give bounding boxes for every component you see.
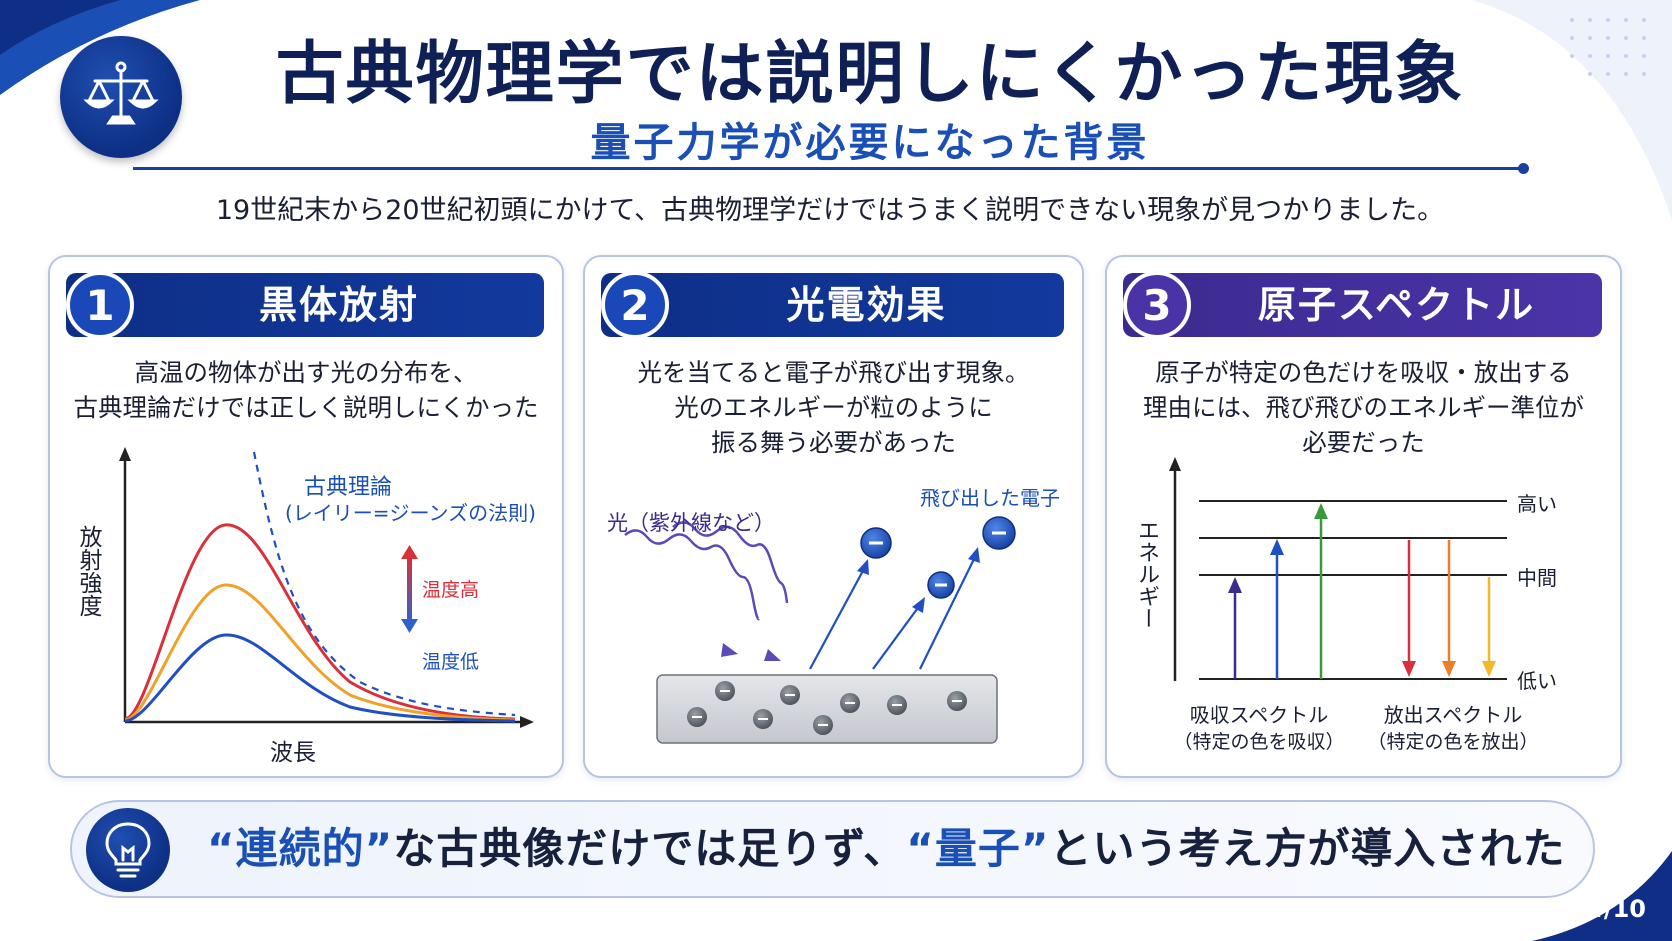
card-number: 3: [1123, 271, 1191, 339]
card-blackbody-radiation: 1 黒体放射 高温の物体が出す光の分布を、 古典理論だけでは正しく説明しにくかっ…: [48, 255, 564, 778]
keyword-continuous: “連続的”: [207, 824, 394, 873]
level-low-label: 低い: [1517, 669, 1557, 693]
temp-high-label: 温度高: [422, 579, 480, 601]
photoelectric-diagram: [624, 516, 1016, 744]
temperature-arrow: [407, 557, 412, 621]
balance-scale-icon: [60, 36, 182, 158]
card-banner: 3 原子スペクトル: [1123, 271, 1602, 339]
y-axis-label: 放射強度: [75, 525, 101, 617]
card-description: 光を当てると電子が飛び出す現象。 光のエネルギーが粒のように 振る舞う必要があっ…: [595, 355, 1072, 460]
ejected-electron-paths: [809, 556, 976, 670]
classical-curve: [252, 451, 516, 717]
ejected-electrons: [860, 516, 1016, 599]
classical-theory-label: 古典理論: [304, 475, 393, 500]
conclusion-end: という考え方が導入された: [1049, 824, 1566, 873]
x-axis-arrow: [520, 716, 534, 728]
energy-axis-label: エネルギー: [1134, 519, 1159, 629]
page-number: 4/10: [1587, 895, 1646, 923]
desc-line: 理由には、飛び飛びのエネルギー準位が: [1143, 393, 1584, 422]
desc-line: 光のエネルギーが粒のように: [674, 393, 993, 422]
card-banner: 2 光電効果: [601, 271, 1064, 339]
conclusion-text: “連続的”な古典像だけでは足りず、“量子”という考え方が導入された: [207, 802, 1573, 896]
card-number: 2: [601, 271, 669, 339]
page-subtitle: 量子力学が必要になった背景: [590, 120, 1150, 166]
desc-line: 古典理論だけでは正しく説明しにくかった: [73, 393, 539, 422]
card-number: 1: [66, 271, 134, 339]
corner-decoration-bottom-right: [1532, 851, 1672, 941]
card-title: 黒体放射: [258, 283, 419, 327]
desc-line: 必要だった: [1302, 428, 1425, 457]
temp-low-label: 温度低: [422, 651, 480, 673]
emission-label: 放出スペクトル: [1383, 703, 1523, 727]
lead-text: 19世紀末から20世紀初頭にかけて、古典物理学だけではうまく説明できない現象が見…: [215, 195, 1445, 226]
curve-high-temp: [124, 523, 516, 721]
metal-electrons: [687, 681, 967, 735]
light-label: 光（紫外線など）: [607, 511, 775, 535]
y-axis-arrow: [119, 447, 131, 461]
corner-decoration-top-left: [0, 0, 200, 95]
title-divider-dot: [1518, 163, 1529, 174]
absorption-sublabel: （特定の色を吸収）: [1173, 731, 1345, 753]
card-banner: 1 黒体放射: [66, 271, 544, 339]
desc-line: 光を当てると電子が飛び出す現象。: [637, 358, 1030, 387]
metal-plate: [656, 674, 998, 744]
ejected-electron-label: 飛び出した電子: [920, 486, 1060, 510]
level-high-label: 高い: [1517, 492, 1557, 516]
card-title: 原子スペクトル: [1257, 283, 1536, 327]
absorption-label: 吸収スペクトル: [1189, 703, 1329, 727]
emission-sublabel: （特定の色を放出）: [1367, 731, 1539, 753]
emission-arrows: [1402, 540, 1496, 677]
card-atomic-spectra: 3 原子スペクトル 原子が特定の色だけを吸収・放出する 理由には、飛び飛びのエネ…: [1105, 255, 1622, 778]
x-axis-label: 波長: [270, 740, 316, 766]
card-description: 原子が特定の色だけを吸収・放出する 理由には、飛び飛びのエネルギー準位が 必要だ…: [1117, 355, 1610, 460]
conclusion-bar: “連続的”な古典像だけでは足りず、“量子”という考え方が導入された: [70, 800, 1595, 898]
desc-line: 原子が特定の色だけを吸収・放出する: [1155, 358, 1572, 387]
card-description: 高温の物体が出す光の分布を、 古典理論だけでは正しく説明しにくかった: [60, 355, 552, 425]
conclusion-mid: な古典像だけでは足りず、: [393, 824, 907, 873]
corner-decoration-top-right: [1472, 0, 1672, 220]
desc-line: 振る舞う必要があった: [711, 428, 956, 457]
card-title: 光電効果: [786, 283, 947, 327]
light-waves: [624, 521, 789, 621]
page-title: 古典物理学では説明しにくかった現象: [275, 35, 1465, 114]
card-photoelectric-effect: 2 光電効果 光を当てると電子が飛び出す現象。 光のエネルギーが粒のように 振る…: [583, 255, 1084, 778]
desc-line: 高温の物体が出す光の分布を、: [134, 358, 478, 387]
lightbulb-icon: [86, 808, 170, 892]
curve-mid-temp: [124, 583, 516, 722]
absorption-arrows: [1228, 503, 1328, 679]
classical-theory-sublabel: (レイリー=ジーンズの法則): [285, 501, 536, 525]
keyword-quantum: “量子”: [906, 824, 1050, 873]
curve-low-temp: [124, 633, 516, 723]
blackbody-chart: [119, 447, 534, 728]
level-mid-label: 中間: [1517, 566, 1557, 590]
title-divider: [133, 167, 1523, 170]
energy-level-diagram: [1169, 457, 1507, 681]
